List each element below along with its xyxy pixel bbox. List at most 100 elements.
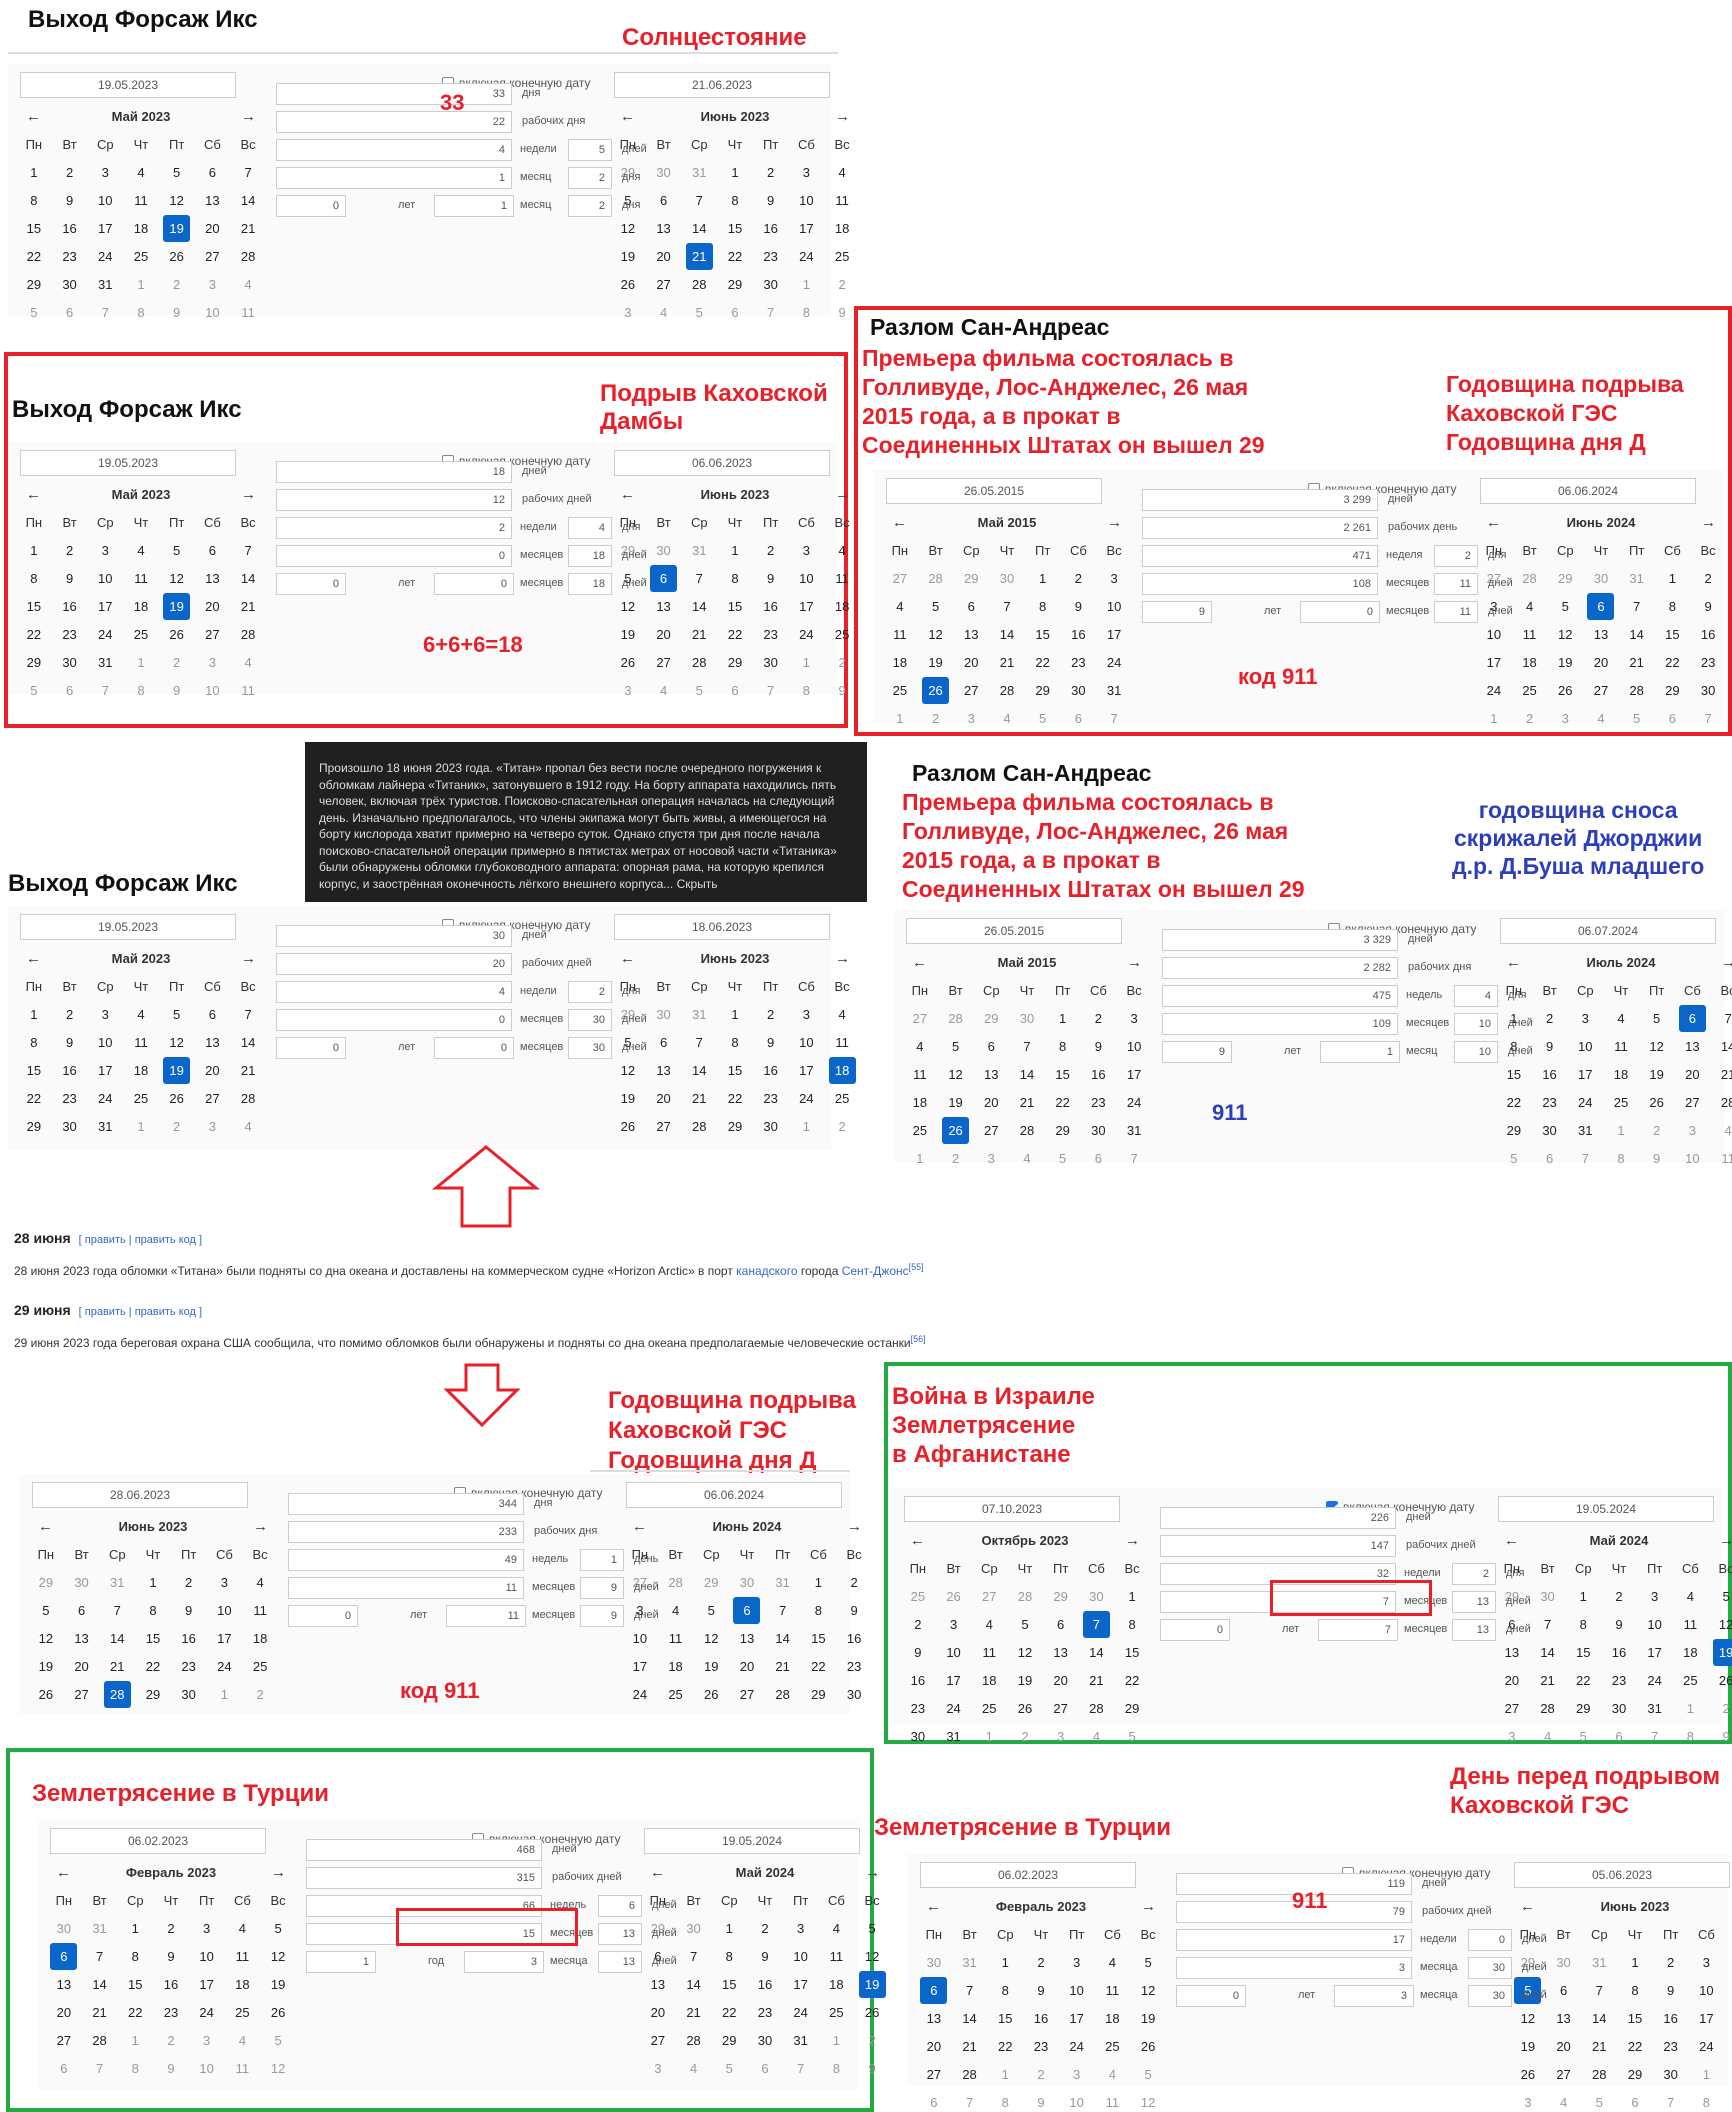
next-month-icon[interactable]: → [1719, 1531, 1732, 1549]
calendar-day[interactable]: 26 [1649, 1094, 1664, 1110]
calendar-day[interactable]: 13 [739, 1630, 755, 1646]
calendar-day[interactable]: 7 [244, 164, 252, 180]
calendar-day[interactable]: 11 [235, 2060, 250, 2076]
calendar-day[interactable]: 22 [26, 248, 42, 264]
calendar-day[interactable]: 27 [656, 654, 671, 670]
calendar-day[interactable]: 29 [145, 1686, 161, 1702]
calendar-day[interactable]: 18 [982, 1672, 997, 1688]
calendar-day[interactable]: 12 [169, 570, 184, 586]
calendar-day[interactable]: 10 [98, 570, 113, 586]
calendar-day[interactable]: 27 [982, 1588, 997, 1604]
prev-month-icon[interactable]: ← [620, 949, 635, 967]
calendar-day[interactable]: 30 [757, 2032, 773, 2048]
prev-month-icon[interactable]: ← [620, 107, 635, 125]
prev-month-icon[interactable]: ← [632, 1517, 647, 1535]
calendar-day[interactable]: 27 [632, 1574, 648, 1590]
calendar-day[interactable]: 5 [30, 682, 38, 698]
calendar-day[interactable]: 22 [811, 1658, 826, 1674]
calendar-day[interactable]: 6 [60, 2060, 68, 2076]
calendar-day[interactable]: 2 [838, 1118, 846, 1134]
calendar-day[interactable]: 10 [1106, 598, 1122, 614]
prev-month-icon[interactable]: ← [26, 485, 41, 503]
result-field[interactable]: 13 [598, 1923, 642, 1945]
calendar-day[interactable]: 18 [892, 654, 908, 670]
calendar-day[interactable]: 30 [1663, 2066, 1678, 2082]
calendar-day[interactable]: 24 [1126, 1094, 1142, 1110]
calendar-day[interactable]: 3 [101, 164, 109, 180]
calendar-day[interactable]: 18 [133, 598, 149, 614]
calendar-day[interactable]: 14 [92, 1976, 107, 1992]
calendar-day[interactable]: 13 [656, 220, 671, 236]
calendar-day[interactable]: 16 [1542, 1066, 1557, 1082]
calendar-day[interactable]: 16 [62, 598, 77, 614]
calendar-day[interactable]: 2 [850, 1574, 858, 1590]
result-field[interactable]: 344 [288, 1493, 524, 1515]
calendar-day[interactable]: 6 [1545, 1150, 1554, 1166]
calendar-day[interactable]: 31 [775, 1574, 790, 1590]
result-field[interactable]: 0 [434, 573, 514, 595]
calendar-day[interactable]: 6 [761, 2060, 769, 2076]
calendar-day[interactable]: 2 [1094, 1010, 1102, 1026]
selected-day[interactable]: 6 [1583, 592, 1619, 620]
calendar-day[interactable]: 15 [1665, 626, 1680, 642]
calendar-day[interactable]: 4 [659, 682, 668, 698]
calendar-day[interactable]: 19 [270, 1976, 286, 1992]
calendar-day[interactable]: 30 [1700, 682, 1716, 698]
calendar-day[interactable]: 15 [1055, 1066, 1070, 1082]
calendar-day[interactable]: 17 [98, 220, 113, 236]
calendar-day[interactable]: 1 [814, 1574, 822, 1590]
calendar-day[interactable]: 18 [912, 1094, 928, 1110]
result-field[interactable]: 3 299 [1142, 489, 1378, 511]
end-date-input[interactable]: 06.06.2023 [614, 450, 830, 476]
calendar-day[interactable]: 11 [835, 1034, 849, 1050]
result-field[interactable]: 33 [276, 83, 512, 105]
calendar-day[interactable]: 9 [868, 2060, 876, 2076]
calendar-day[interactable]: 29 [1124, 1700, 1140, 1716]
calendar-day[interactable]: 31 [1106, 682, 1122, 698]
calendar-day[interactable]: 27 [205, 626, 220, 642]
next-month-icon[interactable]: → [865, 1863, 880, 1881]
calendar-day[interactable]: 23 [1700, 654, 1716, 670]
calendar-day[interactable]: 15 [1506, 1066, 1522, 1082]
calendar-day[interactable]: 31 [98, 1118, 113, 1134]
calendar-day[interactable]: 28 [240, 1090, 256, 1106]
calendar-day[interactable]: 3 [1581, 1010, 1589, 1026]
calendar-day[interactable]: 27 [1593, 682, 1609, 698]
calendar-day[interactable]: 2 [1722, 1700, 1730, 1716]
calendar-day[interactable]: 23 [1663, 2038, 1678, 2054]
prev-month-icon[interactable]: ← [56, 1863, 71, 1881]
calendar-day[interactable]: 19 [1140, 2010, 1156, 2026]
calendar-day[interactable]: 7 [244, 1006, 252, 1022]
calendar-day[interactable]: 18 [1613, 1066, 1629, 1082]
result-field[interactable]: 11 [446, 1605, 526, 1627]
calendar-day[interactable]: 26 [620, 276, 636, 292]
calendar-day[interactable]: 1 [137, 654, 145, 670]
calendar-day[interactable]: 27 [926, 2066, 942, 2082]
calendar-day[interactable]: 29 [811, 1686, 826, 1702]
next-month-icon[interactable]: → [1700, 513, 1716, 531]
selected-day[interactable]: 7 [1079, 1610, 1115, 1638]
calendar-day[interactable]: 30 [1071, 682, 1086, 698]
calendar-day[interactable]: 14 [240, 192, 256, 208]
calendar-day[interactable]: 10 [205, 304, 220, 320]
calendar-day[interactable]: 7 [1110, 710, 1118, 726]
calendar-day[interactable]: 14 [240, 1034, 256, 1050]
calendar-day[interactable]: 26 [1520, 2066, 1536, 2082]
calendar-day[interactable]: 29 [1627, 2066, 1643, 2082]
calendar-day[interactable]: 20 [205, 220, 220, 236]
selected-day[interactable]: 28 [99, 1680, 135, 1708]
calendar-day[interactable]: 17 [1647, 1644, 1662, 1660]
calendar-day[interactable]: 28 [240, 248, 256, 264]
calendar-day[interactable]: 19 [1649, 1066, 1664, 1082]
calendar-day[interactable]: 2 [167, 1920, 175, 1936]
calendar-day[interactable]: 8 [731, 570, 739, 586]
selected-day[interactable]: 6 [729, 1596, 765, 1624]
calendar-day[interactable]: 10 [205, 682, 220, 698]
calendar-day[interactable]: 7 [797, 2060, 805, 2076]
prev-month-icon[interactable]: ← [38, 1517, 53, 1535]
calendar-day[interactable]: 1 [1668, 570, 1676, 586]
calendar-day[interactable]: 2 [1037, 1954, 1045, 1970]
calendar-day[interactable]: 2 [173, 276, 181, 292]
calendar-day[interactable]: 15 [722, 1976, 737, 1992]
calendar-day[interactable]: 3 [624, 682, 632, 698]
